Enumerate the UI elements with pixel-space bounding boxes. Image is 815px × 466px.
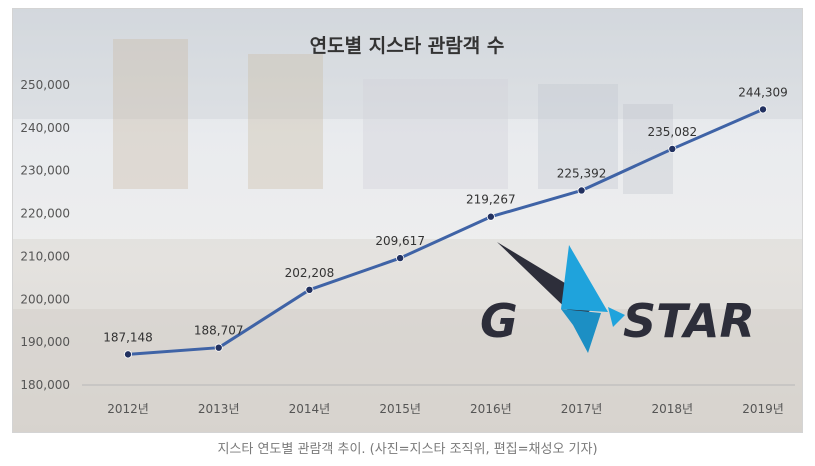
- svg-text:STAR: STAR: [623, 294, 755, 348]
- data-point: [214, 343, 223, 352]
- svg-text:G: G: [480, 294, 518, 348]
- y-tick-label: 220,000: [20, 207, 70, 221]
- data-label: 244,309: [738, 85, 788, 99]
- x-tick-label: 2015년: [379, 402, 421, 416]
- data-point: [759, 105, 768, 114]
- series-line: [126, 107, 765, 356]
- data-point: [305, 285, 314, 294]
- data-label: 187,148: [103, 330, 153, 344]
- x-tick-label: 2016년: [470, 402, 512, 416]
- data-label: 235,082: [647, 125, 697, 139]
- x-tick-label: 2019년: [742, 402, 784, 416]
- y-tick-label: 250,000: [20, 78, 70, 92]
- x-tick-label: 2012년: [107, 402, 149, 416]
- series-group: 187,148 188,707 202,208 209,617 219,267 225,3…: [103, 85, 788, 359]
- gstar-logo: G STAR: [480, 242, 755, 353]
- y-tick-label: 230,000: [20, 164, 70, 178]
- chart-title: 연도별 지스타 관람객 수: [310, 35, 505, 57]
- data-label: 188,707: [194, 324, 244, 338]
- data-point: [396, 254, 405, 263]
- data-point: [577, 186, 586, 195]
- x-tick-label: 2018년: [651, 402, 693, 416]
- data-label: 209,617: [375, 234, 425, 248]
- y-tick-label: 200,000: [20, 292, 70, 306]
- y-tick-label: 180,000: [20, 378, 70, 392]
- y-tick-label: 240,000: [20, 121, 70, 135]
- data-label: 219,267: [466, 193, 516, 207]
- y-tick-label: 190,000: [20, 335, 70, 349]
- x-axis: 2012년 2013년 2014년 2015년 2016년 2017년 2018년 2019년: [107, 402, 784, 416]
- data-point: [486, 212, 495, 221]
- data-point: [124, 350, 133, 359]
- x-tick-label: 2014년: [289, 402, 331, 416]
- photo-backdrop: [13, 9, 802, 432]
- data-label: 225,392: [557, 166, 607, 180]
- photo-caption: 지스타 연도별 관람객 추이. (사진=지스타 조직위, 편집=채성오 기자): [217, 442, 598, 457]
- x-tick-label: 2017년: [561, 402, 603, 416]
- y-axis: 180,000 190,000 200,000 210,000 220,000 230,0…: [20, 78, 70, 392]
- y-tick-label: 210,000: [20, 249, 70, 263]
- chart-panel: G STAR: [12, 8, 803, 433]
- data-point: [668, 144, 677, 153]
- data-label: 202,208: [285, 266, 335, 280]
- x-tick-label: 2013년: [198, 402, 240, 416]
